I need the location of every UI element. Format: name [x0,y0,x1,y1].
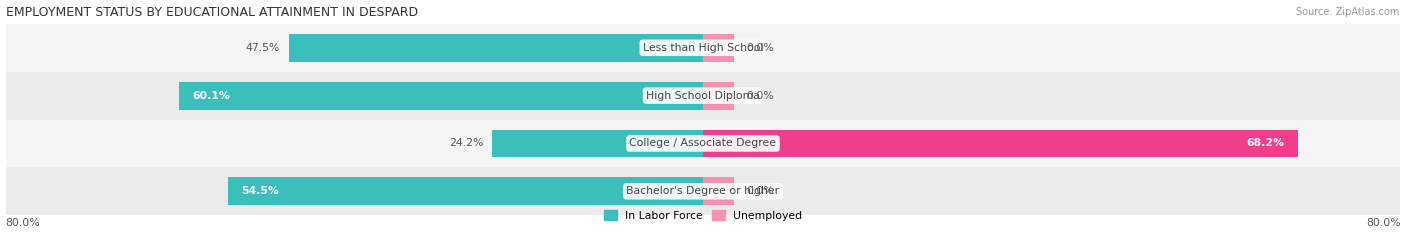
Text: 0.0%: 0.0% [747,91,775,101]
Bar [492,130,703,157]
Text: College / Associate Degree: College / Associate Degree [630,138,776,148]
Text: Less than High School: Less than High School [643,43,763,53]
Text: Source: ZipAtlas.com: Source: ZipAtlas.com [1295,7,1399,17]
Text: 47.5%: 47.5% [246,43,280,53]
Bar [6,167,1400,215]
Bar [179,82,703,110]
Bar [703,82,734,110]
Text: 80.0%: 80.0% [1365,218,1400,228]
Bar [6,120,1400,167]
Bar [288,34,703,62]
Bar [703,177,734,205]
Bar [703,34,734,62]
Legend: In Labor Force, Unemployed: In Labor Force, Unemployed [599,206,807,225]
Text: Bachelor's Degree or higher: Bachelor's Degree or higher [627,186,779,196]
Text: 68.2%: 68.2% [1247,138,1285,148]
Bar [703,130,1298,157]
Text: 0.0%: 0.0% [747,43,775,53]
Text: EMPLOYMENT STATUS BY EDUCATIONAL ATTAINMENT IN DESPARD: EMPLOYMENT STATUS BY EDUCATIONAL ATTAINM… [6,6,418,19]
Text: 24.2%: 24.2% [449,138,484,148]
Text: High School Diploma: High School Diploma [647,91,759,101]
Bar [6,24,1400,72]
Text: 80.0%: 80.0% [6,218,41,228]
Text: 60.1%: 60.1% [193,91,231,101]
Text: 0.0%: 0.0% [747,186,775,196]
Bar [6,72,1400,120]
Bar [228,177,703,205]
Text: 54.5%: 54.5% [240,186,278,196]
